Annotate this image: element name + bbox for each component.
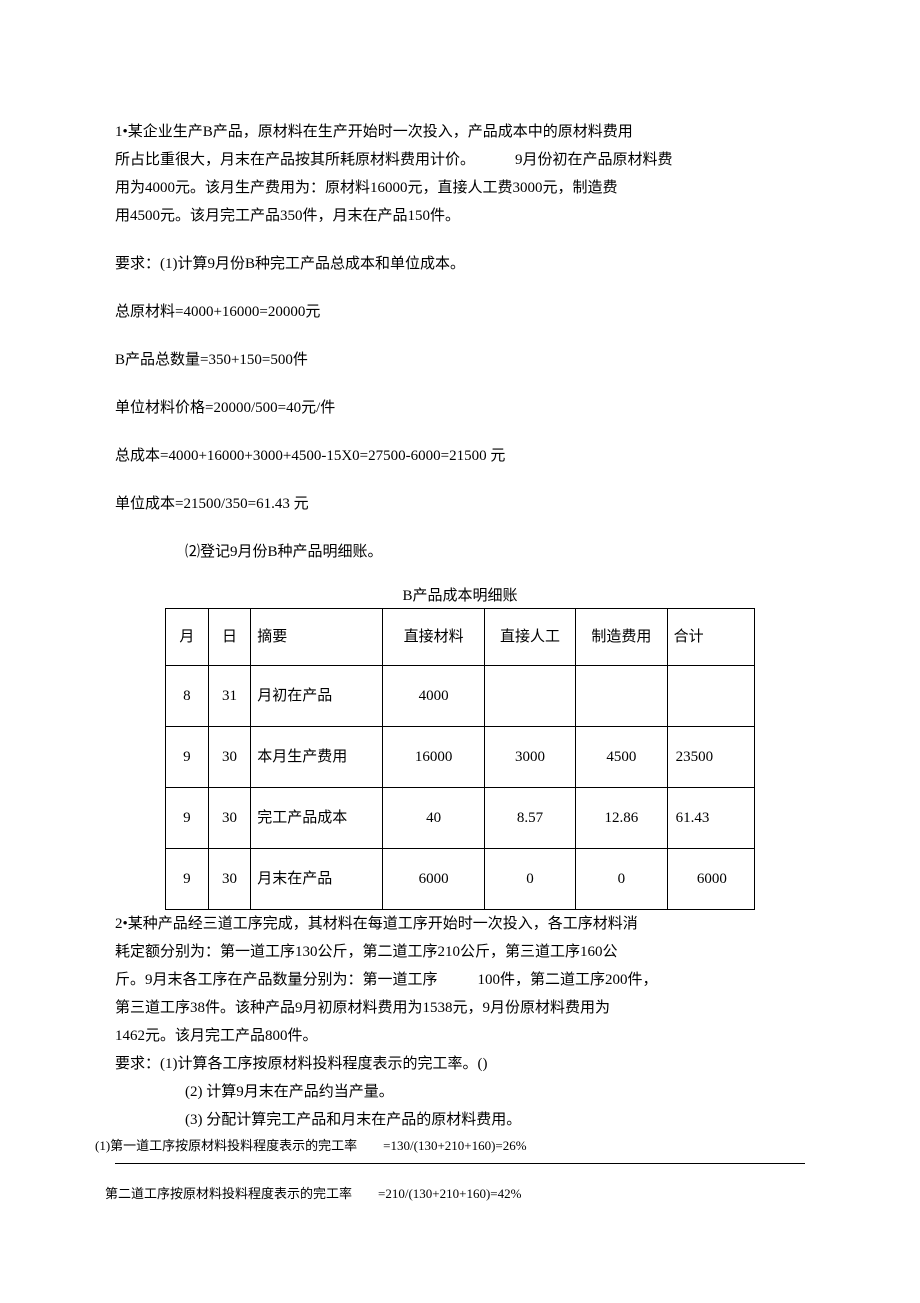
header-month: 月 (166, 609, 209, 666)
cell-total: 61.43 (667, 788, 754, 849)
cell-total: 23500 (667, 727, 754, 788)
problem2-line3: 斤。9月末各工序在产品数量分别为：第一道工序 100件，第二道工序200件， (115, 968, 805, 992)
cell-month: 9 (166, 849, 209, 910)
header-total: 合计 (667, 609, 754, 666)
cell-labor: 0 (484, 849, 575, 910)
intro-line2b: 9月份初在产品原材料费 (515, 152, 673, 168)
table-title: B产品成本明细账 (115, 584, 805, 608)
problem1-intro-line3: 用为4000元。该月生产费用为：原材料16000元，直接人工费3000元，制造费 (115, 176, 805, 200)
table-row: 9 30 完工产品成本 40 8.57 12.86 61.43 (166, 788, 755, 849)
cell-mfg (576, 666, 667, 727)
problem2-line5: 1462元。该月完工产品800件。 (115, 1024, 805, 1048)
cell-labor: 3000 (484, 727, 575, 788)
header-labor: 直接人工 (484, 609, 575, 666)
problem2-req3: (3) 分配计算完工产品和月末在产品的原材料费用。 (185, 1108, 805, 1132)
cell-material: 4000 (383, 666, 485, 727)
cell-day: 30 (208, 849, 251, 910)
cell-summary: 本月生产费用 (251, 727, 383, 788)
cell-summary: 月初在产品 (251, 666, 383, 727)
cell-day: 30 (208, 727, 251, 788)
cell-day: 30 (208, 788, 251, 849)
cell-material: 16000 (383, 727, 485, 788)
problem1-intro-line2: 所占比重很大，月末在产品按其所耗原材料费用计价。 9月份初在产品原材料费 (115, 148, 805, 172)
problem1-intro-line1: 1•某企业生产B产品，原材料在生产开始时一次投入，产品成本中的原材料费用 (115, 120, 805, 144)
problem2-line2: 耗定额分别为：第一道工序130公斤，第二道工序210公斤，第三道工序160公 (115, 940, 805, 964)
problem2-answer1a: (1)第一道工序按原材料投料程度表示的完工率 (95, 1138, 357, 1153)
cell-labor: 8.57 (484, 788, 575, 849)
cell-mfg: 4500 (576, 727, 667, 788)
problem2-line3a: 斤。9月末各工序在产品数量分别为：第一道工序 (115, 972, 438, 988)
cost-detail-table: 月 日 摘要 直接材料 直接人工 制造费用 合计 8 31 月初在产品 4000… (165, 608, 755, 910)
cell-month: 8 (166, 666, 209, 727)
cell-summary: 完工产品成本 (251, 788, 383, 849)
intro-line2a: 所占比重很大，月末在产品按其所耗原材料费用计价。 (115, 152, 475, 168)
cell-month: 9 (166, 788, 209, 849)
header-day: 日 (208, 609, 251, 666)
problem1-calc1: 总原材料=4000+16000=20000元 (115, 300, 805, 324)
cell-day: 31 (208, 666, 251, 727)
cell-total (667, 666, 754, 727)
cell-labor (484, 666, 575, 727)
header-material: 直接材料 (383, 609, 485, 666)
header-mfg: 制造费用 (576, 609, 667, 666)
problem2-answer1b: =130/(130+210+160)=26% (383, 1138, 526, 1153)
cell-material: 6000 (383, 849, 485, 910)
problem1-req1: 要求：(1)计算9月份B种完工产品总成本和单位成本。 (115, 252, 805, 276)
problem2-line3b: 100件，第二道工序200件， (478, 972, 658, 988)
table-row: 9 30 本月生产费用 16000 3000 4500 23500 (166, 727, 755, 788)
problem1-req2: ⑵登记9月份B种产品明细账。 (185, 540, 805, 564)
problem2-answer1: (1)第一道工序按原材料投料程度表示的完工率 =130/(130+210+160)… (95, 1136, 805, 1157)
problem1-calc5: 单位成本=21500/350=61.43 元 (115, 492, 805, 516)
problem1-calc3: 单位材料价格=20000/500=40元/件 (115, 396, 805, 420)
problem1-calc4: 总成本=4000+16000+3000+4500-15X0=27500-6000… (115, 444, 805, 468)
problem2-answer2a: 第二道工序按原材料投料程度表示的完工率 (105, 1186, 352, 1201)
problem1-intro-line4: 用4500元。该月完工产品350件，月末在产品150件。 (115, 204, 805, 228)
header-summary: 摘要 (251, 609, 383, 666)
cell-month: 9 (166, 727, 209, 788)
problem1-calc2: B产品总数量=350+150=500件 (115, 348, 805, 372)
problem2-answer2b: =210/(130+210+160)=42% (378, 1186, 521, 1201)
problem2-req2: (2) 计算9月末在产品约当产量。 (185, 1080, 805, 1104)
problem2-line1: 2•某种产品经三道工序完成，其材料在每道工序开始时一次投入，各工序材料消 (115, 912, 805, 936)
cell-mfg: 12.86 (576, 788, 667, 849)
problem2-line4: 第三道工序38件。该种产品9月初原材料费用为1538元，9月份原材料费用为 (115, 996, 805, 1020)
problem2-req1: 要求：(1)计算各工序按原材料投料程度表示的完工率。() (115, 1052, 805, 1076)
table-header-row: 月 日 摘要 直接材料 直接人工 制造费用 合计 (166, 609, 755, 666)
cell-summary: 月末在产品 (251, 849, 383, 910)
cell-total: 6000 (667, 849, 754, 910)
cell-material: 40 (383, 788, 485, 849)
table-row: 8 31 月初在产品 4000 (166, 666, 755, 727)
cell-mfg: 0 (576, 849, 667, 910)
table-row: 9 30 月末在产品 6000 0 0 6000 (166, 849, 755, 910)
problem2-answer2: 第二道工序按原材料投料程度表示的完工率 =210/(130+210+160)=42… (105, 1184, 805, 1205)
